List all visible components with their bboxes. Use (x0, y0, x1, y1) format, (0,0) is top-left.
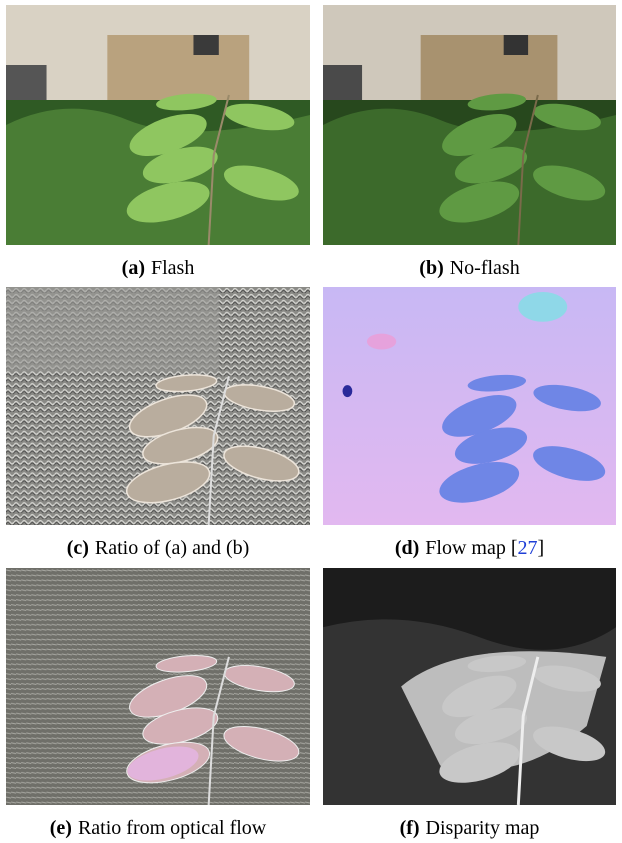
caption-text: Flash (151, 257, 194, 279)
citation-bracket: [ (511, 537, 518, 559)
caption-label: (f) (400, 817, 420, 839)
caption: (a) Flash (6, 256, 310, 280)
caption: (e) Ratio from optical flow (6, 816, 310, 840)
figure: (a) Flash (b) No-flash (c) Ratio of (a) and… (0, 0, 622, 843)
caption-text: Flow map (425, 537, 506, 559)
caption-text: Disparity map (426, 817, 540, 839)
citation-bracket: ] (538, 537, 545, 559)
caption-label: (d) (395, 537, 419, 559)
caption: (f) Disparity map (323, 816, 616, 840)
caption-text: Ratio of (a) and (b) (95, 537, 249, 559)
no-flash-image (323, 5, 616, 245)
caption-text: No-flash (450, 257, 520, 279)
flow-map-image (323, 287, 616, 525)
caption-label: (b) (419, 257, 443, 279)
caption-text: Ratio from optical flow (78, 817, 266, 839)
disparity-map-image (323, 568, 616, 805)
caption-label: (c) (67, 537, 89, 559)
optical-flow-ratio-image (6, 568, 310, 805)
flash-image (6, 5, 310, 245)
caption: (d) Flow map [27] (323, 536, 616, 560)
citation-link[interactable]: 27 (518, 537, 538, 559)
caption-label: (e) (50, 817, 72, 839)
caption-label: (a) (122, 257, 145, 279)
caption: (b) No-flash (323, 256, 616, 280)
caption: (c) Ratio of (a) and (b) (6, 536, 310, 560)
ratio-image (6, 287, 310, 525)
